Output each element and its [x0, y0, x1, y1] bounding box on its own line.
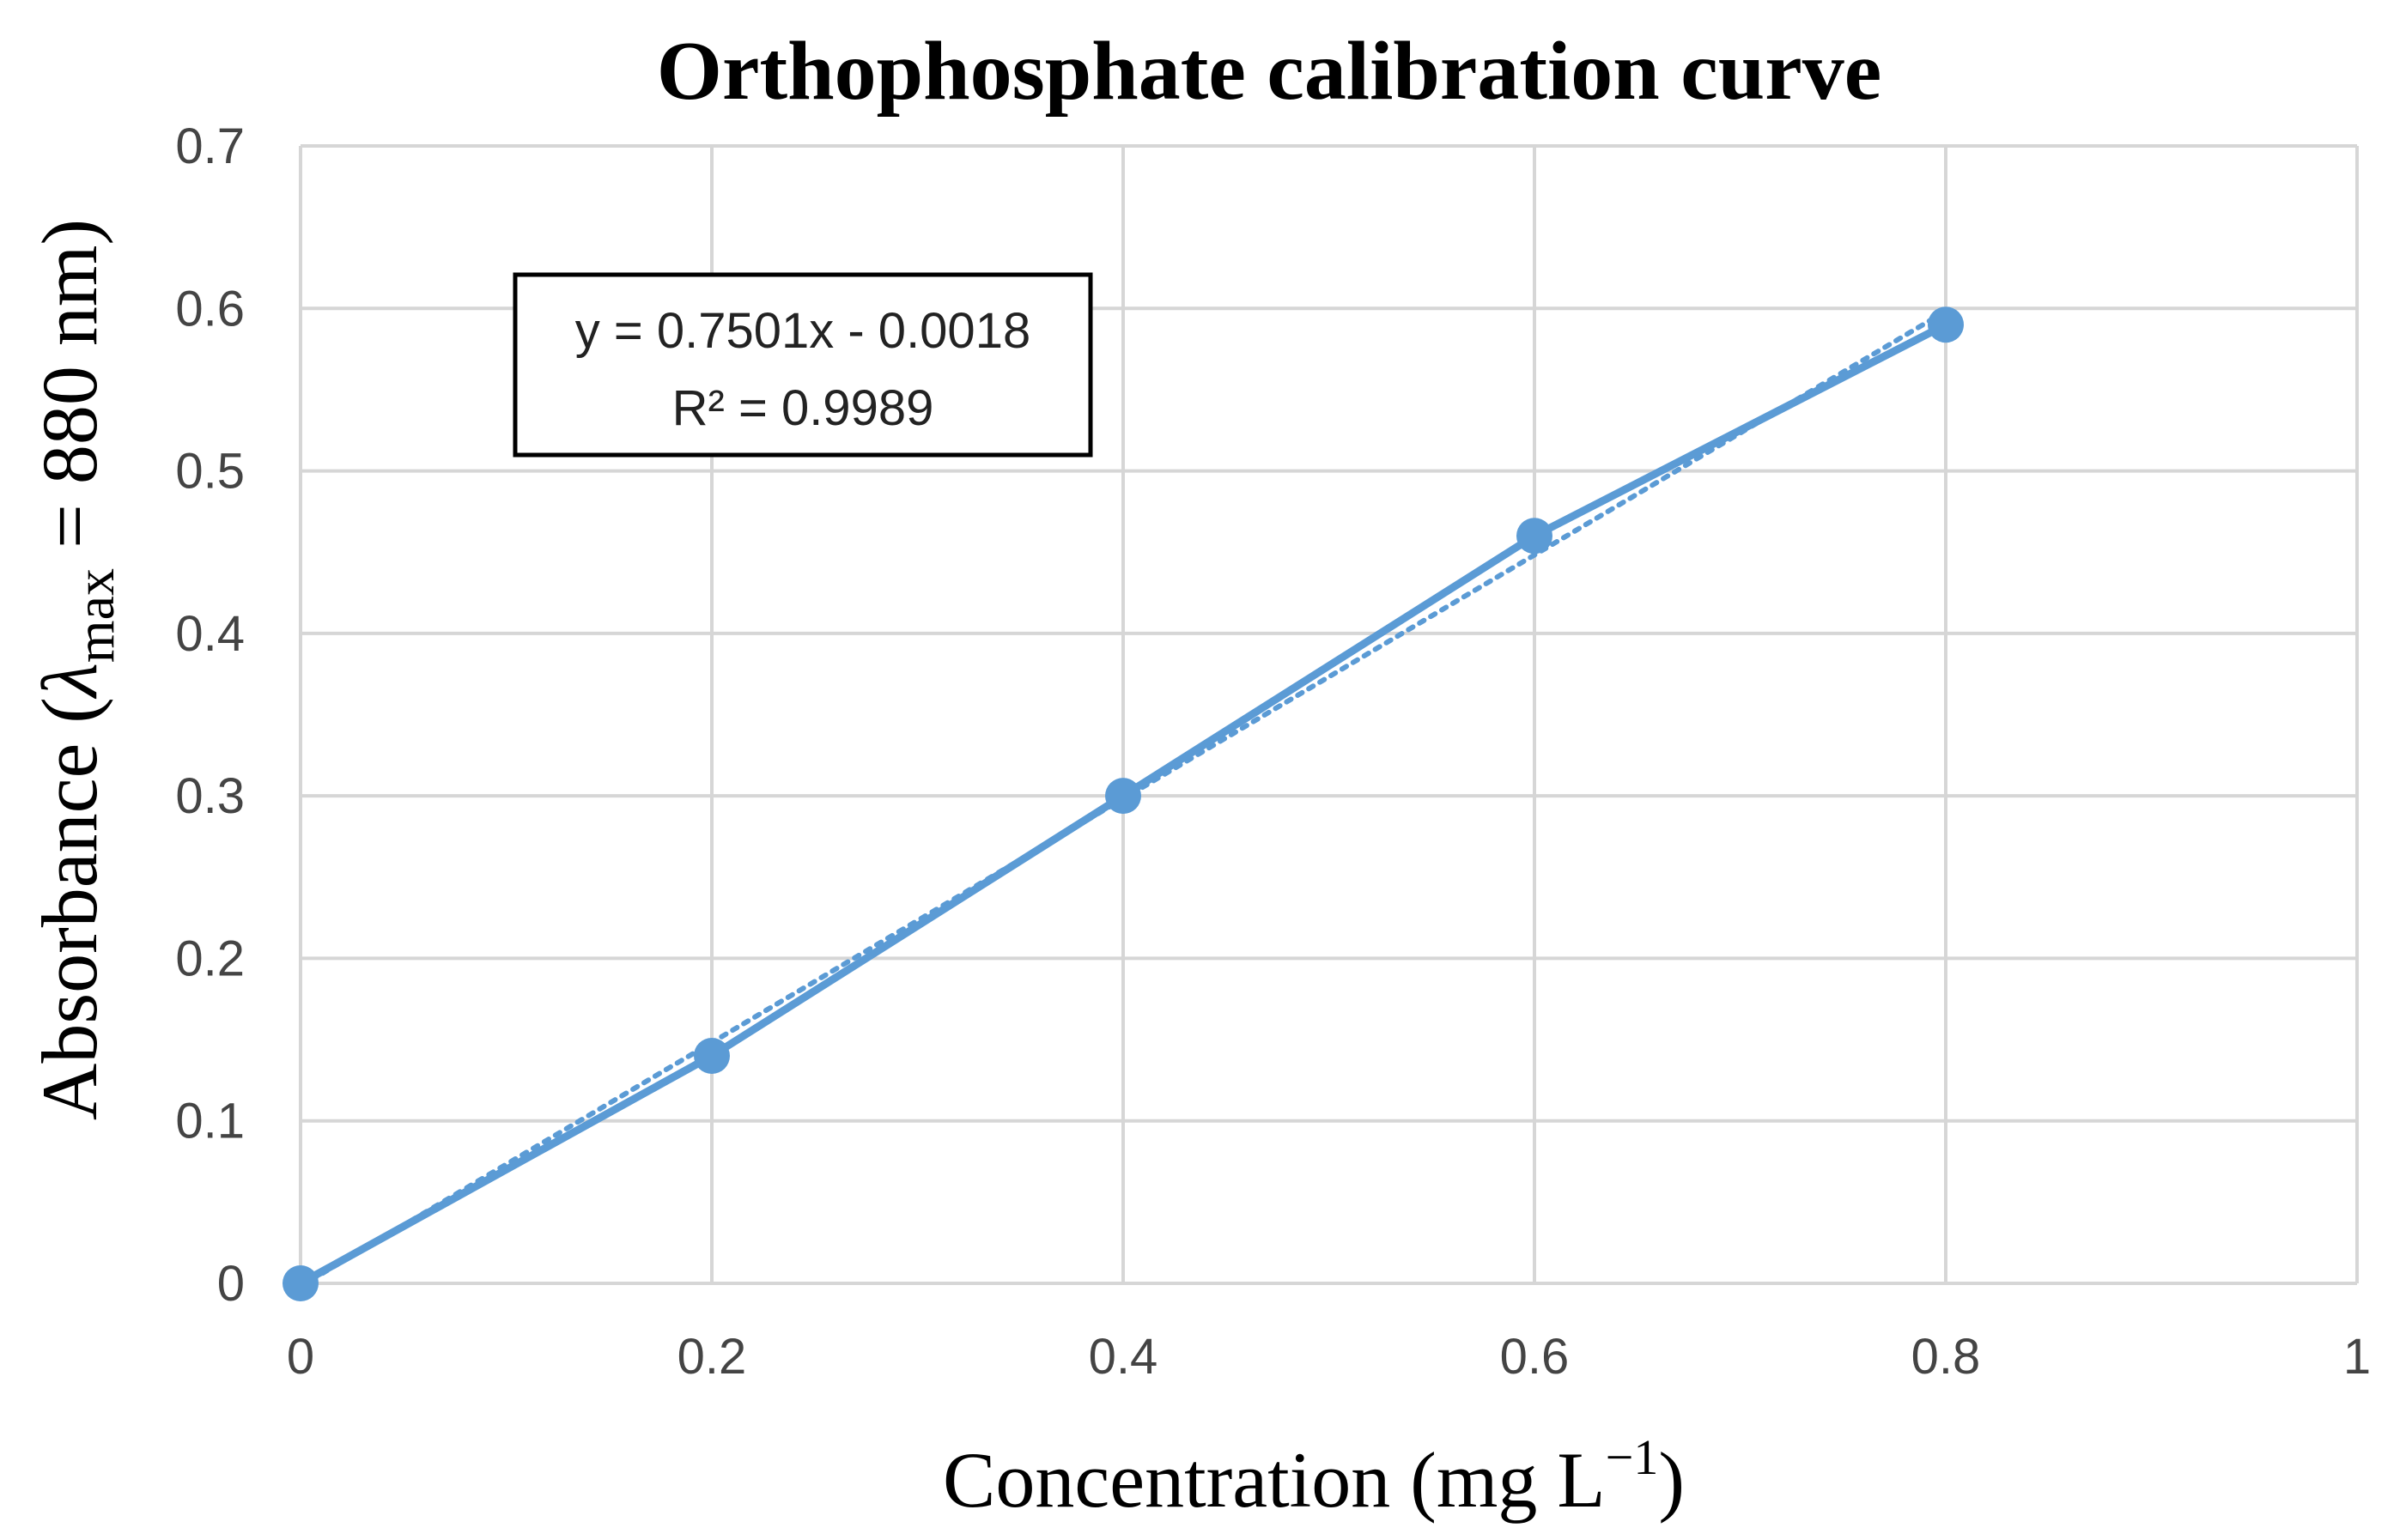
y-tick-label: 0 [217, 1256, 245, 1312]
y-tick-label: 0.2 [175, 931, 245, 986]
y-axis-label-prefix: Absorbance ( [26, 697, 113, 1120]
x-axis-label-close: ) [1658, 1436, 1685, 1524]
x-tick-label: 0.6 [1500, 1329, 1570, 1385]
data-point [283, 1265, 319, 1301]
y-axis-label-lambda: λ [26, 663, 113, 700]
equation-box-border [513, 272, 1093, 458]
chart-title: Orthophosphate calibration curve [657, 25, 1881, 118]
x-tick-label: 0.8 [1911, 1329, 1981, 1385]
tick-labels: 0 0.1 0.2 0.3 0.4 0.5 0.6 0.7 0 0.2 0.4 0.6 0.8 1 [175, 118, 2371, 1385]
x-axis-label: Concentration (mg L−1) [943, 1429, 1685, 1524]
data-point [1928, 306, 1964, 343]
y-axis-label-suffix: = 880 nm) [26, 219, 113, 568]
y-tick-label: 0.5 [175, 444, 245, 500]
y-axis-label-sub: max [64, 568, 125, 663]
data-point [694, 1038, 730, 1074]
y-tick-label: 0.1 [175, 1094, 245, 1149]
x-tick-label: 0 [287, 1329, 314, 1385]
x-axis-label-main: Concentration (mg L [943, 1436, 1606, 1524]
x-axis-label-sup: −1 [1606, 1429, 1659, 1485]
y-tick-label: 0.4 [175, 606, 245, 662]
equation-box: y = 0.7501x - 0.0018 R² = 0.9989 [513, 272, 1093, 458]
data-point [1516, 518, 1552, 555]
x-tick-label: 1 [2343, 1329, 2371, 1385]
data-point [1105, 778, 1141, 815]
x-tick-label: 0.4 [1089, 1329, 1158, 1385]
trendline-r-squared: R² = 0.9989 [672, 380, 934, 436]
y-tick-label: 0.3 [175, 768, 245, 824]
series-layer [283, 306, 1964, 1301]
x-tick-label: 0.2 [677, 1329, 747, 1385]
y-axis-label: Absorbance (λmax = 880 nm) [26, 219, 125, 1120]
y-tick-label: 0.7 [175, 118, 245, 174]
grid [299, 144, 2359, 1285]
trendline-equation: y = 0.7501x - 0.0018 [575, 303, 1030, 359]
y-tick-label: 0.6 [175, 281, 245, 336]
